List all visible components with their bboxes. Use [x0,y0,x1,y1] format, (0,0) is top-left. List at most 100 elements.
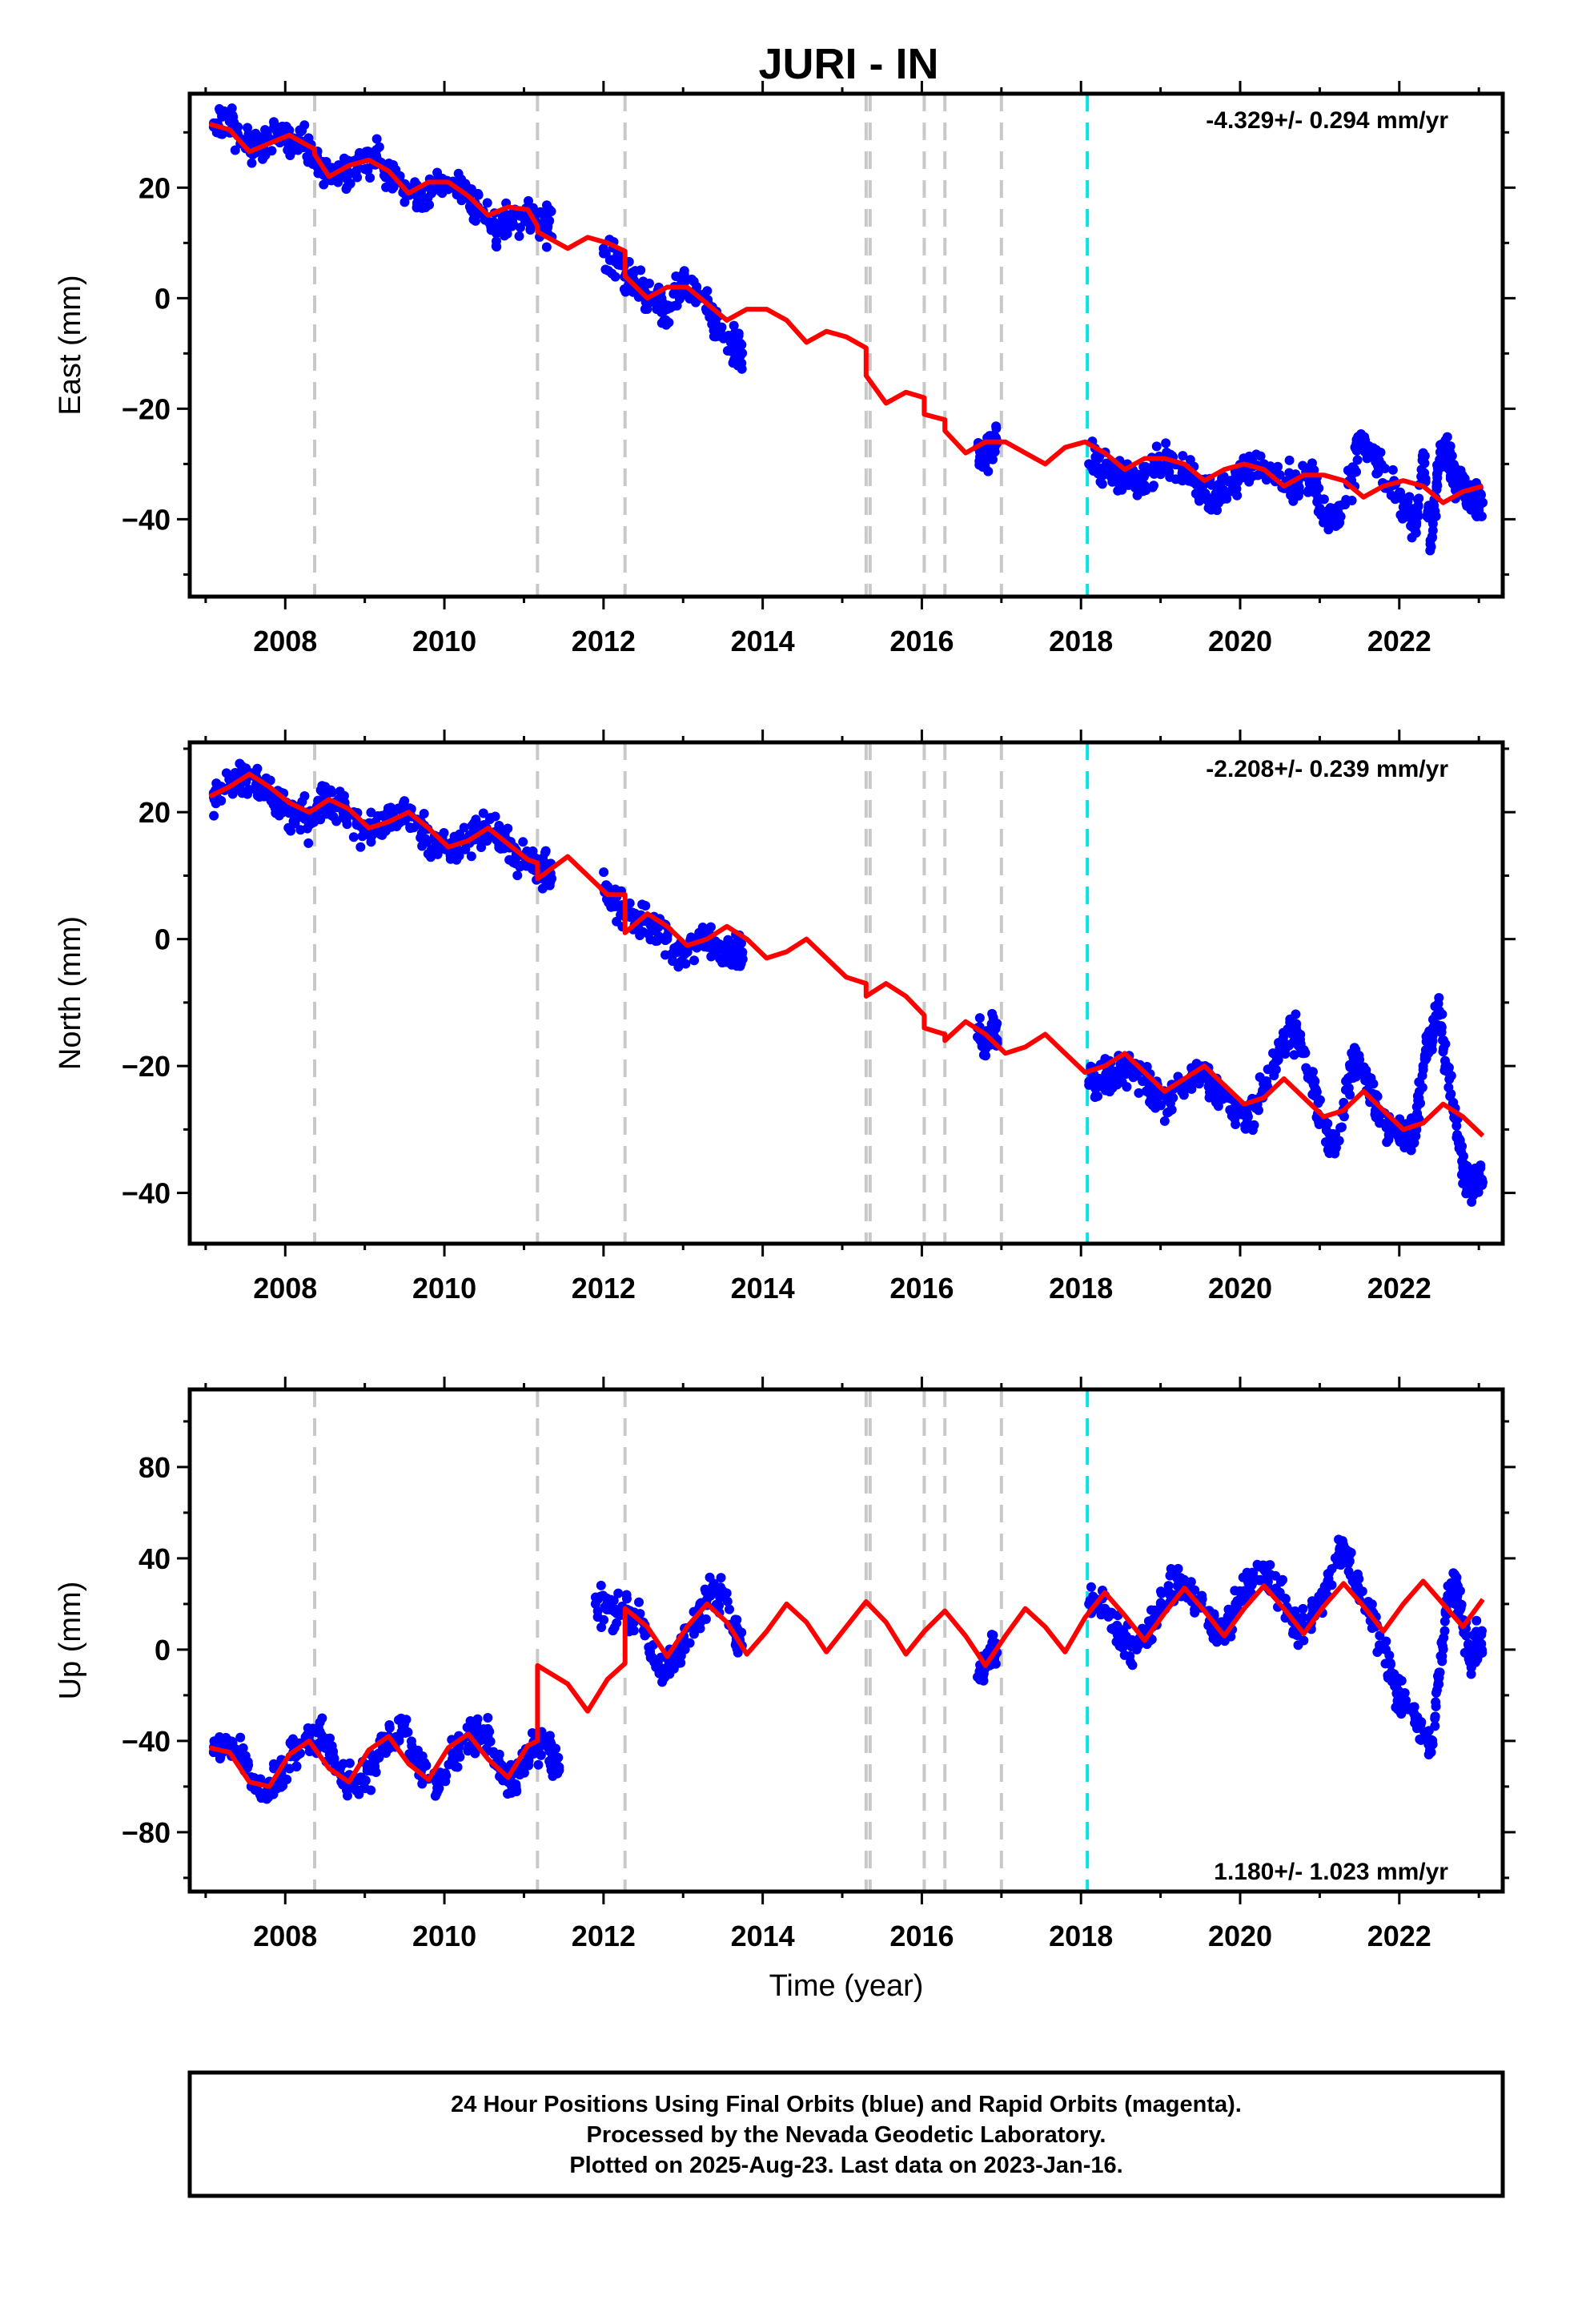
data-point [1472,1615,1482,1626]
data-point [452,854,462,865]
data-point [991,423,1002,433]
x-axis-label: Time (year) [769,1969,924,2003]
data-point [1404,492,1415,502]
data-point [1231,1102,1242,1112]
data-point [1460,473,1470,484]
data-point [724,1604,734,1614]
up-panel: 2008 2010 2012 2014 2016 2018 2020 2022 −80 −40 0 4… [54,1377,1516,2003]
data-point [1395,510,1406,521]
x-tick-label: 2020 [1208,1272,1272,1305]
data-point [544,1731,555,1741]
data-point [1442,432,1452,442]
data-point [1435,1667,1445,1678]
data-point [400,197,410,207]
data-point [1419,456,1429,467]
data-point [1310,1076,1320,1087]
data-point [1275,470,1285,480]
data-point [453,168,464,179]
data-point [323,787,333,798]
data-point [737,364,747,374]
data-point [1446,1088,1456,1099]
data-point [645,1643,656,1654]
data-point [536,1750,546,1760]
data-point [1426,1747,1436,1758]
data-point [1431,1687,1441,1698]
data-point [448,1748,458,1759]
plot-frame [187,740,1505,1246]
data-point [285,151,295,161]
data-point [1311,487,1321,497]
data-point [1085,1595,1095,1606]
data-point [1211,1637,1222,1647]
data-point [1315,1095,1325,1105]
data-point [729,320,739,331]
data-point [689,276,699,287]
data-point [1163,1581,1174,1591]
data-point [1390,494,1400,505]
data-point [1323,1574,1334,1584]
data-point [1435,1651,1446,1661]
data-point [1218,494,1228,505]
data-point [656,318,667,328]
data-point [658,1663,669,1674]
data-point [1375,1118,1385,1128]
data-point [519,1767,529,1778]
data-point [247,158,257,168]
data-point [303,838,314,848]
data-point [512,870,523,881]
data-point [599,867,609,878]
data-point [1415,1734,1425,1744]
x-tick-label: 2020 [1208,1920,1272,1952]
data-point [277,121,287,131]
data-point [1443,455,1454,465]
data-point [620,287,631,297]
data-point [1319,516,1330,526]
data-point [1475,501,1485,511]
data-point [1406,1145,1416,1156]
x-tick-label: 2012 [572,1920,636,1952]
data-point [1436,1638,1447,1648]
data-point [1395,1136,1405,1147]
data-point [1411,1131,1421,1141]
data-point [235,1732,246,1743]
data-point [478,808,488,818]
data-point [278,807,288,818]
data-point [1371,1090,1381,1100]
data-point [1418,1064,1428,1075]
data-point [1198,480,1208,491]
y-axis-label: East (mm) [54,275,87,415]
data-point [1172,1573,1182,1583]
data-point [470,1748,480,1759]
data-point [1086,1582,1096,1592]
data-point [1150,1095,1161,1105]
data-point [1118,1636,1128,1647]
data-point [1399,1688,1409,1699]
data-point [546,206,556,216]
x-tick-label: 2010 [412,1272,476,1305]
data-point [608,1626,618,1636]
data-point [1459,1627,1469,1638]
data-point [1376,460,1387,470]
data-point [1243,470,1254,480]
data-point [1284,468,1295,478]
data-point [243,1760,254,1771]
footer-box: 24 Hour Positions Using Final Orbits (bl… [187,2070,1505,2198]
data-point [705,1572,715,1582]
y-tick-label: 0 [155,1634,171,1667]
x-tick-label: 2018 [1049,1920,1113,1952]
data-point [1106,463,1117,473]
data-point [1419,1050,1430,1060]
data-point [368,829,379,839]
data-point [1278,1027,1288,1038]
data-point [689,955,700,966]
data-point [432,1772,442,1783]
data-point [656,1652,666,1663]
data-point [1454,1143,1464,1153]
y-tick-label: −40 [122,1725,171,1758]
data-point [1476,1163,1486,1173]
y-axis-label: Up (mm) [54,1582,87,1700]
data-point [1367,1599,1377,1610]
data-point [1321,1125,1331,1136]
data-point [484,814,495,825]
data-point [717,322,727,332]
